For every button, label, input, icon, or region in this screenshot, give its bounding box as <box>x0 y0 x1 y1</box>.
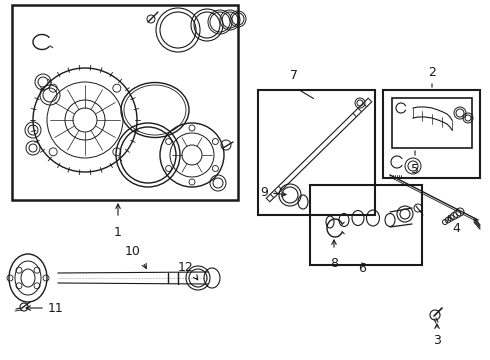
Text: 8: 8 <box>330 257 338 270</box>
Text: 10: 10 <box>125 245 141 258</box>
Text: 6: 6 <box>358 262 366 275</box>
Bar <box>258 90 375 215</box>
Text: 3: 3 <box>433 334 441 347</box>
Bar <box>12 5 238 200</box>
Bar <box>310 185 422 265</box>
Text: 11: 11 <box>48 302 64 315</box>
Text: 2: 2 <box>428 66 436 79</box>
Text: 9: 9 <box>260 186 268 199</box>
Text: 4: 4 <box>452 222 460 235</box>
Text: 5: 5 <box>411 163 419 176</box>
Text: 7: 7 <box>290 69 298 82</box>
Text: 1: 1 <box>114 226 122 239</box>
Text: 12: 12 <box>178 261 194 274</box>
Bar <box>392 98 472 148</box>
Bar <box>383 90 480 178</box>
